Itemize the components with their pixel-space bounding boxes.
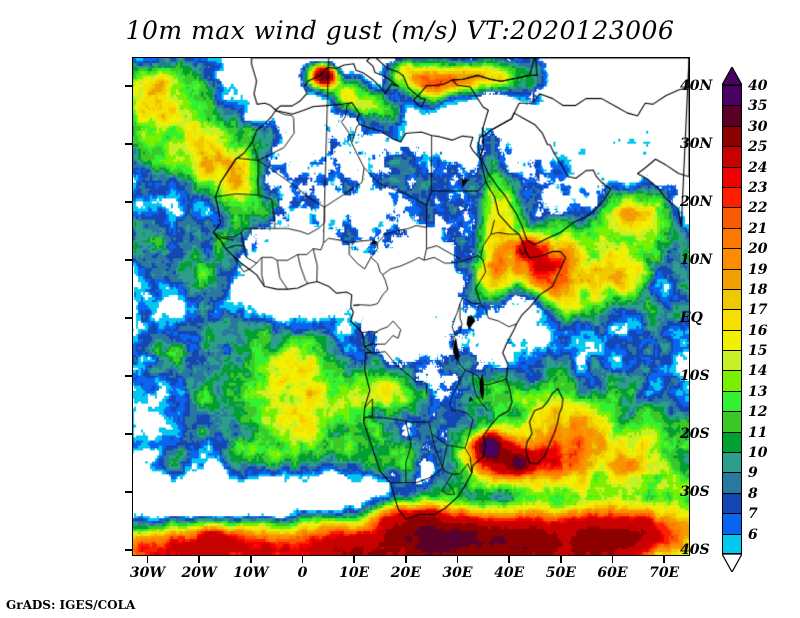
x-axis-tick-mark (508, 556, 510, 563)
x-axis-tick-mark (456, 556, 459, 563)
x-axis-tick-mark (198, 556, 200, 563)
x-axis-tick-label: 30E (442, 565, 473, 581)
colorbar-swatch: 15 (722, 343, 767, 371)
y-axis-tick-label: 30S (680, 484, 710, 501)
colorbar-tick-label: 6 (748, 526, 758, 543)
colorbar-tick-label: 10 (748, 445, 768, 462)
colorbar-tick-label: 15 (748, 343, 768, 360)
x-axis-tick-mark (301, 556, 304, 563)
colorbar-swatch: 9 (722, 465, 758, 493)
colorbar-swatch: 22 (722, 200, 767, 228)
colorbar-tick-label: 22 (748, 200, 768, 217)
x-axis-tick-label: 50E (545, 565, 576, 581)
attribution-footer: GrADS: IGES/COLA (6, 598, 136, 612)
x-axis-tick-label: 30W (129, 565, 166, 581)
colorbar-tick-label: 8 (748, 485, 758, 502)
colorbar-swatch: 7 (722, 506, 758, 534)
x-axis-tick-label: 0 (297, 565, 308, 581)
colorbar-tick-label: 13 (748, 383, 768, 400)
colorbar-tick-label: 20 (748, 241, 768, 258)
colorbar-swatch: 16 (722, 323, 767, 351)
x-axis-tick-label: 10E (339, 565, 370, 581)
colorbar-swatch: 35 (722, 98, 767, 126)
colorbar-swatch: 10 (722, 445, 767, 473)
x-axis-tick-mark (663, 556, 665, 563)
x-axis-tick-label: 20E (390, 565, 421, 581)
y-axis-tick-label: 20N (680, 194, 713, 211)
y-axis-tick-mark (125, 491, 132, 493)
colorbar-swatch: 40 (722, 78, 767, 106)
colorbar-tick-label: 11 (748, 424, 768, 441)
x-axis-tick-mark (250, 556, 252, 563)
colorbar-tick-label: 24 (748, 159, 768, 176)
coastline-border-overlay (133, 58, 689, 555)
y-axis-tick-label: 30N (680, 136, 713, 153)
y-axis-tick-label: 40N (680, 78, 713, 94)
y-axis-tick-mark (125, 433, 132, 435)
y-axis-tick-label: 10N (680, 252, 713, 269)
colorbar-swatch: 24 (722, 160, 767, 187)
colorbar-tick-label: 16 (748, 322, 768, 339)
colorbar-tick-label: 23 (748, 179, 768, 196)
colorbar-swatch: 17 (722, 302, 767, 330)
y-axis-tick-mark (125, 201, 132, 203)
colorbar-swatch: 30 (722, 119, 767, 147)
colorbar-over-arrow (722, 67, 742, 85)
colorbar: 40 35 30 25 24 23 22 21 20 19 18 17 16 15 14 13 12 11 10 9 8… (722, 78, 767, 554)
y-axis-tick-label: 40S (680, 542, 710, 559)
colorbar-under-arrow (722, 554, 742, 573)
colorbar-tick-label: 12 (748, 404, 768, 421)
colorbar-swatch: 8 (722, 486, 758, 514)
colorbar-tick-label: 9 (748, 465, 758, 482)
y-axis-tick-mark (125, 259, 132, 261)
colorbar-swatch: 11 (722, 425, 767, 453)
x-axis-tick-mark (611, 556, 614, 563)
colorbar-swatch: 13 (722, 384, 767, 412)
x-axis-tick-mark (146, 556, 149, 563)
y-axis-tick-label: 20S (680, 426, 710, 443)
colorbar-swatch: 21 (722, 221, 767, 249)
colorbar-swatch: 18 (722, 282, 767, 310)
x-axis-tick-mark (405, 556, 407, 563)
colorbar-tick-label: 19 (748, 261, 768, 278)
colorbar-tick-label: 40 (748, 78, 768, 94)
y-axis-tick-label: 10S (680, 368, 710, 385)
y-axis-tick-mark (125, 549, 132, 551)
colorbar-swatch: 6 (722, 527, 758, 554)
x-axis-tick-label: 20W (181, 565, 217, 581)
colorbar-swatch: 20 (722, 241, 767, 269)
colorbar-tick-label: 18 (748, 281, 768, 298)
y-axis-tick-mark (125, 85, 132, 87)
y-axis-tick-mark (125, 143, 132, 145)
colorbar-tick-label: 25 (748, 139, 768, 156)
x-axis-tick-mark (560, 556, 562, 563)
colorbar-tick-label: 21 (748, 220, 768, 237)
x-axis-tick-label: 70E (649, 565, 680, 581)
colorbar-tick-label: 30 (748, 118, 768, 135)
colorbar-swatch: 25 (722, 139, 767, 167)
y-axis-tick-mark (125, 375, 132, 377)
colorbar-tick-label: 7 (748, 506, 758, 523)
colorbar-swatch: 14 (722, 363, 767, 391)
x-axis-tick-label: 10W (233, 565, 269, 581)
x-axis-tick-mark (353, 556, 355, 563)
colorbar-swatch: 23 (722, 180, 767, 208)
colorbar-swatch: 12 (722, 404, 767, 432)
x-axis-tick-label: 40E (494, 565, 525, 581)
colorbar-tick-label: 14 (748, 363, 768, 380)
page-title: 10m max wind gust (m/s) VT:2020123006 (125, 16, 675, 45)
colorbar-tick-label: 17 (748, 302, 768, 319)
map-plot-area (132, 57, 690, 556)
y-axis-tick-mark (125, 317, 132, 319)
y-axis-tick-label: EQ (680, 310, 703, 327)
colorbar-tick-label: 35 (748, 98, 768, 115)
x-axis-tick-label: 60E (597, 565, 628, 581)
colorbar-swatch: 19 (722, 262, 767, 289)
